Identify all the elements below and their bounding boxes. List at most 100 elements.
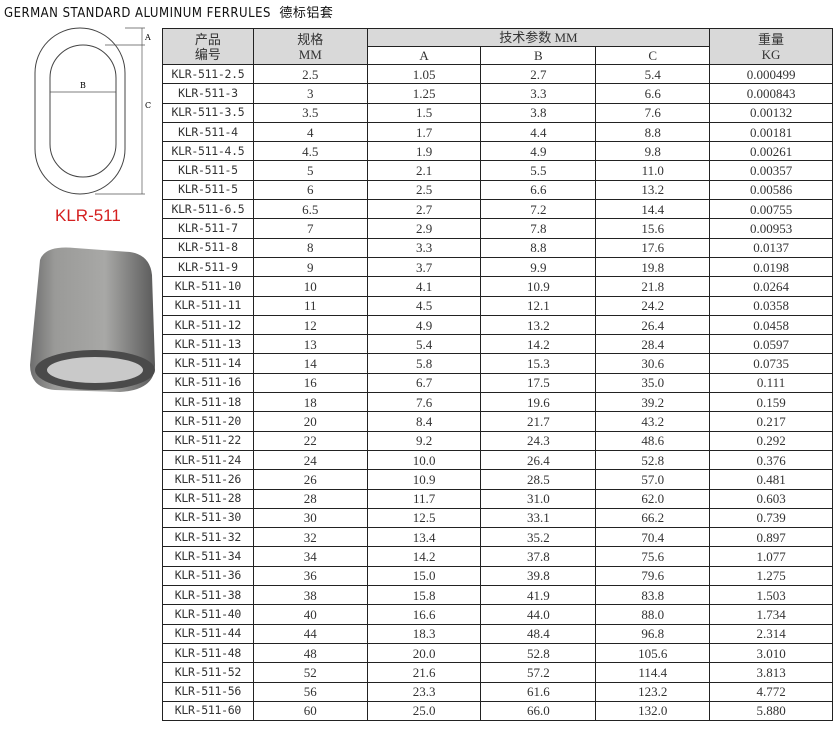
cell-product-code: KLR-511-16 bbox=[162, 372, 254, 394]
cell-weight: 0.0198 bbox=[709, 256, 833, 278]
dimension-label-a: A bbox=[144, 33, 151, 42]
table-row: KLR-511-14 14 5.8 15.3 30.6 0.0735 bbox=[162, 353, 833, 374]
table-row: KLR-511-24 24 10.0 26.4 52.8 0.376 bbox=[162, 449, 833, 471]
cell-weight: 0.603 bbox=[709, 488, 833, 509]
cell-weight: 0.481 bbox=[709, 469, 833, 490]
cell-dim-b: 61.6 bbox=[480, 681, 597, 702]
cell-dim-a: 1.05 bbox=[366, 63, 482, 85]
cell-dim-c: 14.4 bbox=[595, 199, 711, 220]
cell-dim-b: 4.4 bbox=[480, 121, 597, 143]
cell-dim-c: 6.6 bbox=[595, 83, 711, 104]
cell-dim-b: 41.9 bbox=[480, 585, 597, 606]
table-row: KLR-511-2.5 2.5 1.05 2.7 5.4 0.000499 bbox=[162, 63, 833, 85]
cell-dim-a: 23.3 bbox=[366, 681, 482, 702]
cell-dim-a: 3.3 bbox=[366, 237, 482, 258]
cell-dim-a: 1.5 bbox=[366, 102, 482, 123]
table-row: KLR-511-36 36 15.0 39.8 79.6 1.275 bbox=[162, 565, 833, 587]
cell-spec: 40 bbox=[252, 604, 368, 625]
cell-dim-a: 5.8 bbox=[366, 353, 482, 374]
cell-weight: 0.0458 bbox=[709, 314, 833, 336]
cell-spec: 22 bbox=[252, 430, 368, 451]
cell-dim-c: 39.2 bbox=[595, 392, 711, 413]
cell-dim-a: 6.7 bbox=[366, 372, 482, 394]
header-b: B bbox=[480, 46, 597, 65]
cell-spec: 60 bbox=[252, 700, 368, 722]
table-row: KLR-511-60 60 25.0 66.0 132.0 5.880 bbox=[162, 700, 833, 722]
cell-dim-a: 14.2 bbox=[366, 546, 482, 567]
table-row: KLR-511-52 52 21.6 57.2 114.4 3.813 bbox=[162, 662, 833, 683]
header-spec: 规格 MM bbox=[252, 28, 368, 65]
cell-spec: 20 bbox=[252, 411, 368, 432]
cell-weight: 0.0735 bbox=[709, 353, 833, 374]
cell-dim-b: 6.6 bbox=[480, 179, 597, 201]
cell-spec: 4 bbox=[252, 121, 368, 143]
cell-dim-b: 7.8 bbox=[480, 218, 597, 239]
cell-dim-c: 17.6 bbox=[595, 237, 711, 258]
table-row: KLR-511-34 34 14.2 37.8 75.6 1.077 bbox=[162, 546, 833, 567]
table-row: KLR-511-38 38 15.8 41.9 83.8 1.503 bbox=[162, 585, 833, 606]
cell-product-code: KLR-511-2.5 bbox=[162, 63, 254, 85]
cell-product-code: KLR-511-20 bbox=[162, 411, 254, 432]
cell-weight: 0.0597 bbox=[709, 334, 833, 355]
cell-spec: 4.5 bbox=[252, 141, 368, 162]
cell-spec: 26 bbox=[252, 469, 368, 490]
cell-weight: 0.111 bbox=[709, 372, 833, 394]
cell-dim-a: 8.4 bbox=[366, 411, 482, 432]
cell-product-code: KLR-511-3.5 bbox=[162, 102, 254, 123]
page-title: GERMAN STANDARD ALUMINUM FERRULES 德标铝套 bbox=[4, 6, 334, 21]
table-row: KLR-511-4.5 4.5 1.9 4.9 9.8 0.00261 bbox=[162, 141, 833, 162]
cell-weight: 1.275 bbox=[709, 565, 833, 587]
cell-dim-b: 19.6 bbox=[480, 392, 597, 413]
cell-product-code: KLR-511-38 bbox=[162, 585, 254, 606]
cell-dim-a: 16.6 bbox=[366, 604, 482, 625]
cell-product-code: KLR-511-52 bbox=[162, 662, 254, 683]
cell-product-code: KLR-511-10 bbox=[162, 276, 254, 297]
cell-dim-b: 66.0 bbox=[480, 700, 597, 722]
cell-weight: 0.000843 bbox=[709, 83, 833, 104]
cell-dim-b: 21.7 bbox=[480, 411, 597, 432]
cell-dim-b: 13.2 bbox=[480, 314, 597, 336]
cell-product-code: KLR-511-4 bbox=[162, 121, 254, 143]
cell-dim-c: 21.8 bbox=[595, 276, 711, 297]
cell-dim-c: 13.2 bbox=[595, 179, 711, 201]
cell-spec: 2.5 bbox=[252, 63, 368, 85]
cell-dim-c: 8.8 bbox=[595, 121, 711, 143]
cell-weight: 0.159 bbox=[709, 392, 833, 413]
table-row: KLR-511-26 26 10.9 28.5 57.0 0.481 bbox=[162, 469, 833, 490]
cell-spec: 6 bbox=[252, 179, 368, 201]
cell-product-code: KLR-511-4.5 bbox=[162, 141, 254, 162]
cell-dim-c: 132.0 bbox=[595, 700, 711, 722]
table-row: KLR-511-20 20 8.4 21.7 43.2 0.217 bbox=[162, 411, 833, 432]
cell-dim-b: 35.2 bbox=[480, 527, 597, 548]
cell-dim-a: 1.9 bbox=[366, 141, 482, 162]
cell-dim-b: 24.3 bbox=[480, 430, 597, 451]
cell-product-code: KLR-511-18 bbox=[162, 392, 254, 413]
table-row: KLR-511-8 8 3.3 8.8 17.6 0.0137 bbox=[162, 237, 833, 258]
cell-product-code: KLR-511-3 bbox=[162, 83, 254, 104]
cell-dim-a: 5.4 bbox=[366, 334, 482, 355]
cell-weight: 0.00953 bbox=[709, 218, 833, 239]
cell-weight: 0.0264 bbox=[709, 276, 833, 297]
cell-weight: 0.0358 bbox=[709, 295, 833, 316]
cell-spec: 11 bbox=[252, 295, 368, 316]
cell-dim-a: 21.6 bbox=[366, 662, 482, 683]
cell-dim-c: 7.6 bbox=[595, 102, 711, 123]
cell-weight: 0.739 bbox=[709, 507, 833, 529]
cell-dim-c: 79.6 bbox=[595, 565, 711, 587]
cell-spec: 52 bbox=[252, 662, 368, 683]
cell-dim-a: 20.0 bbox=[366, 642, 482, 664]
cell-dim-a: 2.5 bbox=[366, 179, 482, 201]
cell-dim-c: 88.0 bbox=[595, 604, 711, 625]
cell-dim-c: 52.8 bbox=[595, 449, 711, 471]
table-row: KLR-511-44 44 18.3 48.4 96.8 2.314 bbox=[162, 623, 833, 644]
table-row: KLR-511-6.5 6.5 2.7 7.2 14.4 0.00755 bbox=[162, 199, 833, 220]
cell-dim-b: 4.9 bbox=[480, 141, 597, 162]
cell-product-code: KLR-511-13 bbox=[162, 334, 254, 355]
cell-dim-b: 12.1 bbox=[480, 295, 597, 316]
cell-product-code: KLR-511-8 bbox=[162, 237, 254, 258]
cell-weight: 0.00132 bbox=[709, 102, 833, 123]
table-row: KLR-511-3 3 1.25 3.3 6.6 0.000843 bbox=[162, 83, 833, 104]
cell-product-code: KLR-511-6.5 bbox=[162, 199, 254, 220]
cell-spec: 9 bbox=[252, 256, 368, 278]
cell-dim-c: 62.0 bbox=[595, 488, 711, 509]
